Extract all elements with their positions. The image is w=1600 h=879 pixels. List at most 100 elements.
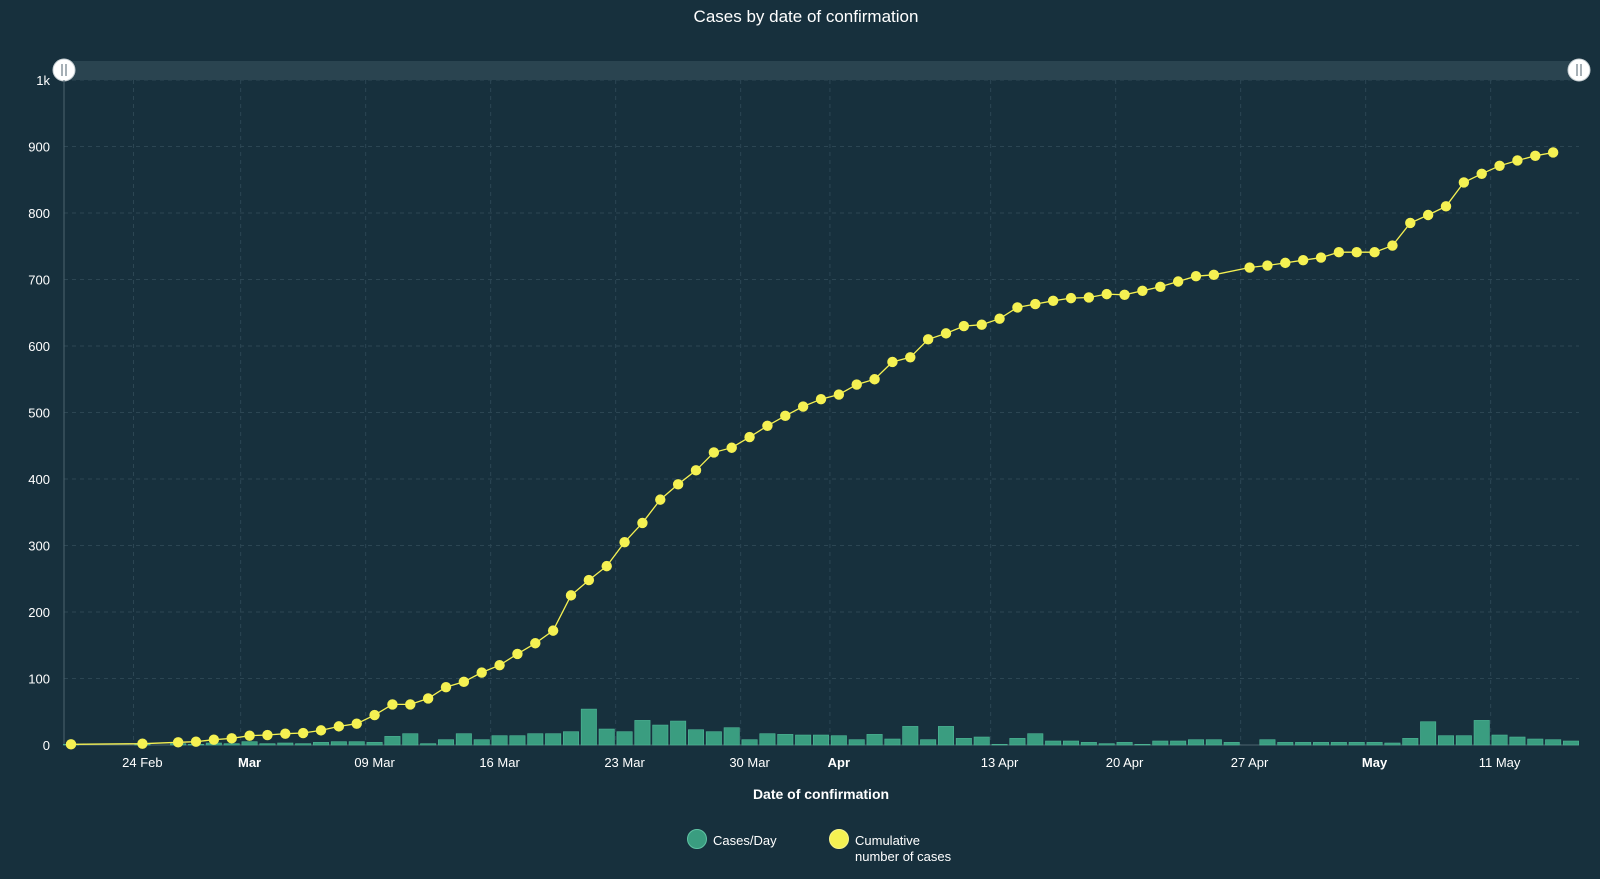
bar-cases-per-day[interactable] <box>1348 742 1365 746</box>
bar-cases-per-day[interactable] <box>1384 742 1401 746</box>
cumulative-point[interactable] <box>1172 276 1184 287</box>
bar-cases-per-day[interactable] <box>830 735 847 746</box>
cumulative-point[interactable] <box>1530 150 1541 162</box>
bar-cases-per-day[interactable] <box>723 727 740 746</box>
cumulative-point[interactable] <box>583 574 595 586</box>
bar-cases-per-day[interactable] <box>1027 733 1044 746</box>
cumulative-point[interactable] <box>797 401 809 412</box>
cumulative-point[interactable] <box>762 420 773 431</box>
cumulative-point[interactable] <box>940 328 952 339</box>
bar-cases-per-day[interactable] <box>1259 739 1276 746</box>
bar-cases-per-day[interactable] <box>473 739 490 746</box>
cumulative-point[interactable] <box>1458 177 1470 188</box>
bar-cases-per-day[interactable] <box>670 720 687 746</box>
cumulative-point[interactable] <box>1083 292 1095 303</box>
cumulative-point[interactable] <box>244 730 255 741</box>
cumulative-point[interactable] <box>137 738 148 749</box>
bar-cases-per-day[interactable] <box>991 744 1008 746</box>
cumulative-point[interactable] <box>280 728 291 739</box>
bar-cases-per-day[interactable] <box>1366 742 1383 746</box>
cumulative-point[interactable] <box>226 733 237 744</box>
bar-cases-per-day[interactable] <box>634 720 651 746</box>
cumulative-point[interactable] <box>1280 257 1291 269</box>
bar-cases-per-day[interactable] <box>330 741 347 746</box>
bar-cases-per-day[interactable] <box>777 734 794 746</box>
cumulative-point[interactable] <box>1369 247 1380 258</box>
cumulative-point[interactable] <box>1030 298 1041 310</box>
cumulative-point[interactable] <box>672 479 684 490</box>
cumulative-point[interactable] <box>780 410 791 422</box>
bar-cases-per-day[interactable] <box>491 735 508 746</box>
cumulative-point[interactable] <box>994 313 1005 324</box>
bar-cases-per-day[interactable] <box>705 731 722 746</box>
cumulative-point[interactable] <box>1190 270 1202 282</box>
cumulative-point[interactable] <box>1476 168 1487 179</box>
bar-cases-per-day[interactable] <box>1223 742 1240 746</box>
cumulative-point[interactable] <box>565 590 577 601</box>
bar-cases-per-day[interactable] <box>1277 742 1294 746</box>
cumulative-point[interactable] <box>1047 295 1059 306</box>
legend-item[interactable]: Cases/Day <box>687 829 778 849</box>
cumulative-point[interactable] <box>1547 147 1559 158</box>
bar-cases-per-day[interactable] <box>598 728 615 746</box>
bar-cases-per-day[interactable] <box>848 739 865 746</box>
cumulative-point[interactable] <box>619 536 630 548</box>
bar-cases-per-day[interactable] <box>455 733 472 746</box>
cumulative-point[interactable] <box>1315 252 1327 263</box>
bar-cases-per-day[interactable] <box>545 733 562 746</box>
cumulative-point[interactable] <box>351 718 362 729</box>
cumulative-point[interactable] <box>726 442 737 453</box>
bar-cases-per-day[interactable] <box>884 738 901 746</box>
bar-cases-per-day[interactable] <box>866 734 883 746</box>
bar-cases-per-day[interactable] <box>1188 739 1204 746</box>
bar-cases-per-day[interactable] <box>1563 740 1579 746</box>
cumulative-point[interactable] <box>172 737 184 748</box>
bar-cases-per-day[interactable] <box>616 731 633 746</box>
cumulative-point[interactable] <box>1512 155 1523 166</box>
cumulative-point[interactable] <box>815 394 827 405</box>
bar-cases-per-day[interactable] <box>795 734 812 746</box>
bar-cases-per-day[interactable] <box>938 726 954 746</box>
bar-cases-per-day[interactable] <box>1330 742 1347 746</box>
bar-cases-per-day[interactable] <box>1295 742 1312 746</box>
cumulative-point[interactable] <box>512 648 523 660</box>
cumulative-point[interactable] <box>1351 247 1362 258</box>
cumulative-point[interactable] <box>262 729 273 741</box>
bar-cases-per-day[interactable] <box>384 736 401 746</box>
bar-cases-per-day[interactable] <box>527 733 544 746</box>
bar-cases-per-day[interactable] <box>1455 735 1472 746</box>
cumulative-point[interactable] <box>887 356 898 368</box>
cumulative-point[interactable] <box>637 517 648 529</box>
bar-cases-per-day[interactable] <box>973 736 990 746</box>
bar-cases-per-day[interactable] <box>741 739 758 746</box>
cumulative-point[interactable] <box>1405 217 1416 229</box>
cumulative-point[interactable] <box>851 379 862 390</box>
cumulative-point[interactable] <box>1262 260 1273 271</box>
bar-cases-per-day[interactable] <box>580 708 597 746</box>
cumulative-point[interactable] <box>1494 160 1505 171</box>
bar-cases-per-day[interactable] <box>277 742 294 746</box>
cumulative-point[interactable] <box>530 638 541 649</box>
bar-cases-per-day[interactable] <box>759 733 776 746</box>
cumulative-point[interactable] <box>1208 269 1220 281</box>
bar-cases-per-day[interactable] <box>1134 744 1151 746</box>
cumulative-point[interactable] <box>601 560 612 572</box>
cumulative-point[interactable] <box>190 736 202 747</box>
cumulative-point[interactable] <box>1297 255 1309 266</box>
cumulative-point[interactable] <box>905 352 916 363</box>
bar-cases-per-day[interactable] <box>955 738 972 746</box>
bar-cases-per-day[interactable] <box>1545 739 1562 746</box>
cumulative-point[interactable] <box>476 667 487 678</box>
cumulative-point[interactable] <box>1387 240 1398 251</box>
bar-cases-per-day[interactable] <box>223 743 240 746</box>
cumulative-point[interactable] <box>1065 292 1077 304</box>
bar-cases-per-day[interactable] <box>902 726 919 746</box>
cumulative-point[interactable] <box>1119 289 1130 300</box>
bar-cases-per-day[interactable] <box>1116 742 1133 746</box>
cumulative-point[interactable] <box>1244 262 1255 273</box>
bar-cases-per-day[interactable] <box>920 739 937 746</box>
cumulative-point[interactable] <box>547 625 559 636</box>
cumulative-point[interactable] <box>833 389 845 400</box>
range-handle-left[interactable] <box>52 58 76 82</box>
